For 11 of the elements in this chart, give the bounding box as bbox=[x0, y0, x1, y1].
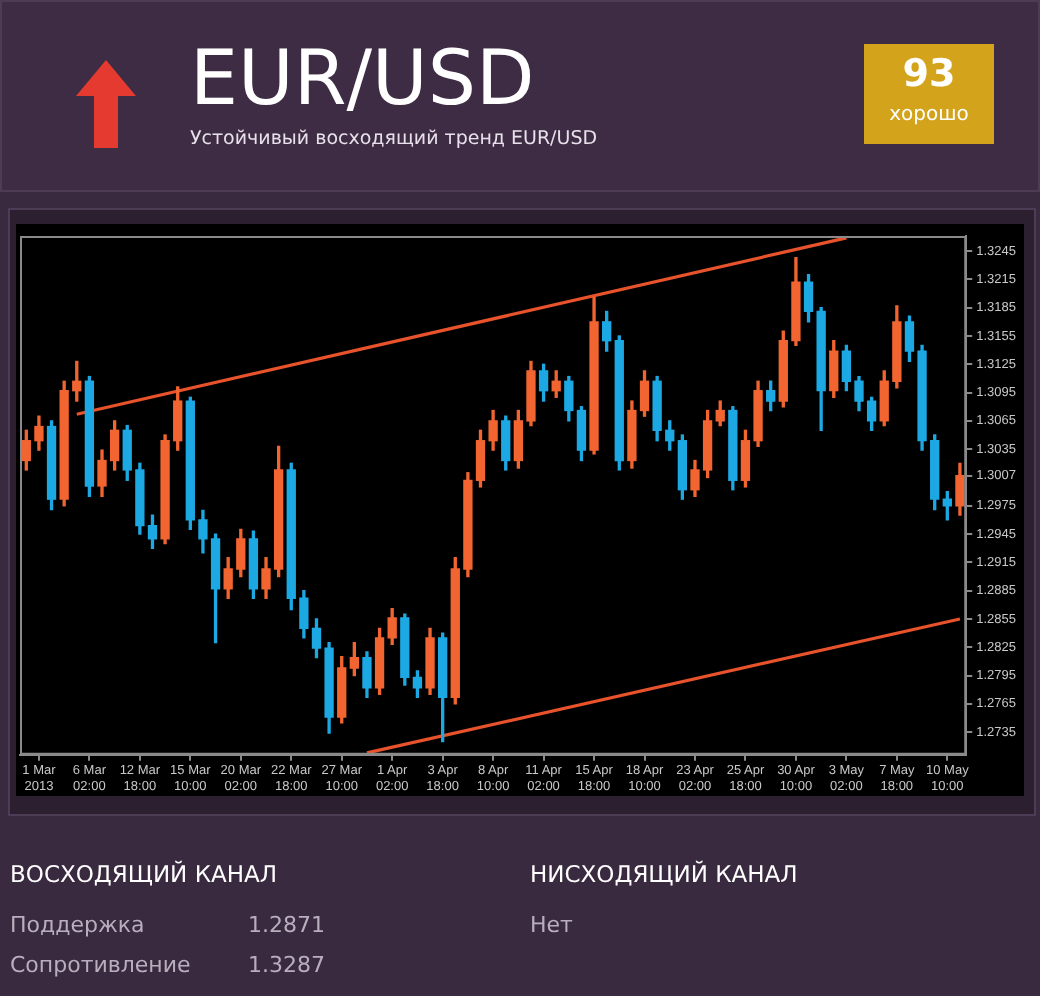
text: НИСХОДЯЩИЙ КАНАЛ bbox=[530, 860, 798, 888]
text: 1.2871 bbox=[248, 912, 325, 938]
text: ВОСХОДЯЩИЙ КАНАЛ bbox=[10, 860, 278, 888]
chart-title: EUR/USD bbox=[190, 32, 535, 126]
text: хорошо bbox=[887, 104, 971, 126]
text: Сопротивление bbox=[10, 952, 191, 978]
text: 1.3287 bbox=[248, 952, 325, 978]
chart-subtitle: Устойчивый восходящий тренд EUR/USD bbox=[190, 128, 598, 150]
text: Поддержка bbox=[10, 912, 145, 938]
text: 93 bbox=[900, 52, 958, 96]
text: Нет bbox=[530, 912, 573, 938]
